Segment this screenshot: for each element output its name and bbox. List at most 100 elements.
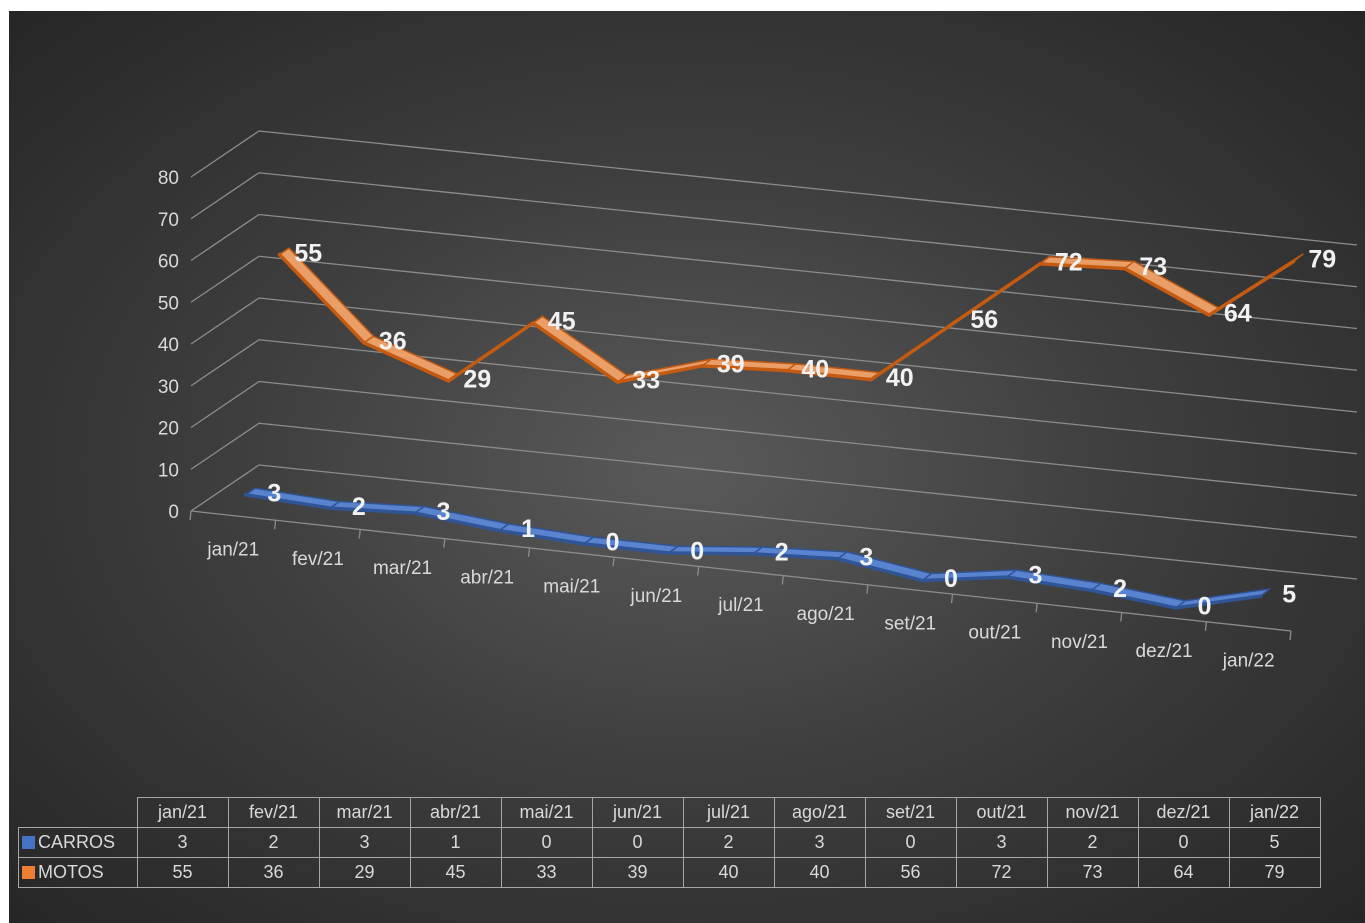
carros-data-label: 3 bbox=[436, 498, 450, 526]
gridline bbox=[190, 255, 1358, 371]
gridline bbox=[190, 130, 1358, 246]
motos-ribbon-edge bbox=[953, 262, 1042, 324]
carros-ribbon-edge bbox=[412, 511, 502, 533]
motos-data-label: 45 bbox=[548, 308, 576, 336]
gridline bbox=[190, 464, 1358, 580]
carros-ribbon-edge bbox=[666, 551, 755, 556]
table-cell: 0 bbox=[1137, 827, 1230, 858]
table-cell: 3 bbox=[318, 827, 411, 858]
table-header-row: jan/21 fev/21 mar/21 abr/21 mai/21 jun/21 jul/… bbox=[19, 797, 1321, 828]
x-tick bbox=[1120, 612, 1123, 622]
table-cell: 2 bbox=[682, 827, 775, 858]
carros-data-label: 2 bbox=[775, 538, 789, 566]
table-cell: 0 bbox=[864, 827, 957, 858]
y-tick-label: 20 bbox=[158, 419, 179, 440]
table-cell: 79 bbox=[1228, 857, 1321, 888]
motos-data-label: 56 bbox=[970, 306, 998, 334]
table-column-header: fev/21 bbox=[227, 797, 320, 828]
motos-data-label: 64 bbox=[1224, 299, 1252, 327]
carros-ribbon-edge bbox=[835, 557, 924, 583]
legend-label: MOTOS bbox=[38, 862, 104, 882]
data-table: jan/21 fev/21 mar/21 abr/21 mai/21 jun/21 jul/… bbox=[18, 797, 1321, 888]
table-cell: 29 bbox=[318, 857, 411, 888]
motos-data-label: 40 bbox=[801, 355, 829, 383]
motos-ribbon-edge bbox=[277, 252, 366, 345]
carros-ribbon-edge bbox=[328, 506, 417, 515]
carros-data-label: 2 bbox=[1113, 575, 1127, 603]
carros-data-label: 2 bbox=[352, 493, 366, 521]
carros-data-label: 5 bbox=[1282, 581, 1296, 609]
x-tick bbox=[527, 547, 531, 557]
y-tick-label: 50 bbox=[158, 293, 179, 314]
motos-ribbon-edge bbox=[784, 368, 873, 382]
x-tick-label: mar/21 bbox=[373, 558, 432, 579]
motos-data-label: 36 bbox=[379, 328, 407, 356]
carros-data-label: 0 bbox=[944, 565, 958, 593]
carros-data-label: 0 bbox=[690, 538, 704, 566]
motos-data-label: 39 bbox=[717, 351, 745, 379]
table-column-header: mai/21 bbox=[500, 797, 593, 828]
motos-data-label: 40 bbox=[886, 364, 914, 392]
table-column-header: abr/21 bbox=[409, 797, 502, 828]
table-cell: 33 bbox=[500, 857, 593, 888]
table-cell: 55 bbox=[136, 857, 229, 888]
carros-ribbon-edge bbox=[920, 575, 1009, 583]
y-tick-label: 40 bbox=[158, 335, 179, 356]
carros-ribbon-segment bbox=[413, 505, 510, 532]
carros-data-label: 3 bbox=[267, 480, 281, 508]
x-tick bbox=[866, 584, 869, 594]
motos-data-label: 29 bbox=[463, 366, 491, 394]
table-cell: 73 bbox=[1046, 857, 1139, 888]
carros-data-label: 0 bbox=[1198, 592, 1212, 620]
carros-ribbon-edge bbox=[1089, 588, 1178, 610]
motos-ribbon-edge bbox=[1038, 262, 1127, 271]
carros-ribbon-segment bbox=[836, 551, 933, 582]
carros-ribbon-edge bbox=[243, 493, 332, 510]
table-series-name: MOTOS bbox=[18, 857, 138, 888]
gridline bbox=[190, 297, 1358, 413]
x-tick bbox=[697, 566, 700, 576]
x-tick-label: ago/21 bbox=[797, 604, 855, 625]
table-cell: 56 bbox=[864, 857, 957, 888]
x-tick bbox=[1035, 603, 1038, 613]
x-tick bbox=[781, 575, 784, 585]
gridline bbox=[190, 380, 1358, 497]
motos-ribbon-edge bbox=[1207, 259, 1296, 317]
motos-ribbon-edge bbox=[531, 321, 620, 384]
gridline bbox=[190, 422, 1358, 538]
y-tick-label: 0 bbox=[168, 502, 179, 523]
x-tick bbox=[612, 557, 615, 567]
x-tick-label: mai/21 bbox=[543, 577, 600, 598]
table-cell: 3 bbox=[773, 827, 866, 858]
chart-area: 0 10 20 30 40 50 60 70 80 jan/21 fev/21 mar/21 abr/2… bbox=[9, 11, 1365, 923]
table-column-header: jul/21 bbox=[682, 797, 775, 828]
carros-ribbon-segment bbox=[1090, 582, 1187, 609]
carros-ribbon-edge bbox=[751, 552, 840, 561]
x-tick-label: jan/21 bbox=[206, 540, 259, 561]
carros-data-label: 1 bbox=[521, 515, 535, 543]
x-axis-line bbox=[190, 510, 1292, 632]
x-tick bbox=[1289, 630, 1292, 641]
x-tick bbox=[189, 510, 192, 521]
table-column-header: jun/21 bbox=[591, 797, 684, 828]
motos-data-label: 55 bbox=[294, 239, 322, 267]
table-column-header: set/21 bbox=[864, 797, 957, 828]
carros-data-label: 0 bbox=[606, 529, 620, 557]
motos-data-label: 33 bbox=[632, 367, 660, 395]
table-row: MOTOS 55 36 29 45 33 39 40 40 56 72 73 64 79 bbox=[18, 857, 1321, 888]
table-column-header: mar/21 bbox=[318, 797, 411, 828]
x-tick-label: out/21 bbox=[968, 623, 1021, 644]
x-tick-label: jul/21 bbox=[717, 595, 763, 616]
motos-data-label: 72 bbox=[1055, 248, 1083, 276]
motos-data-label: 73 bbox=[1139, 253, 1167, 281]
carros-ribbon-edge bbox=[497, 528, 586, 546]
table-cell: 3 bbox=[136, 827, 229, 858]
y-tick-label: 10 bbox=[158, 460, 179, 481]
table-column-header: nov/21 bbox=[1046, 797, 1139, 828]
x-tick-label: nov/21 bbox=[1051, 632, 1108, 653]
legend-label: CARROS bbox=[38, 832, 116, 852]
y-tick-label: 70 bbox=[158, 210, 179, 231]
x-tick bbox=[1204, 621, 1208, 631]
y-tick-label: 30 bbox=[158, 377, 179, 398]
table-cell: 5 bbox=[1228, 827, 1321, 858]
